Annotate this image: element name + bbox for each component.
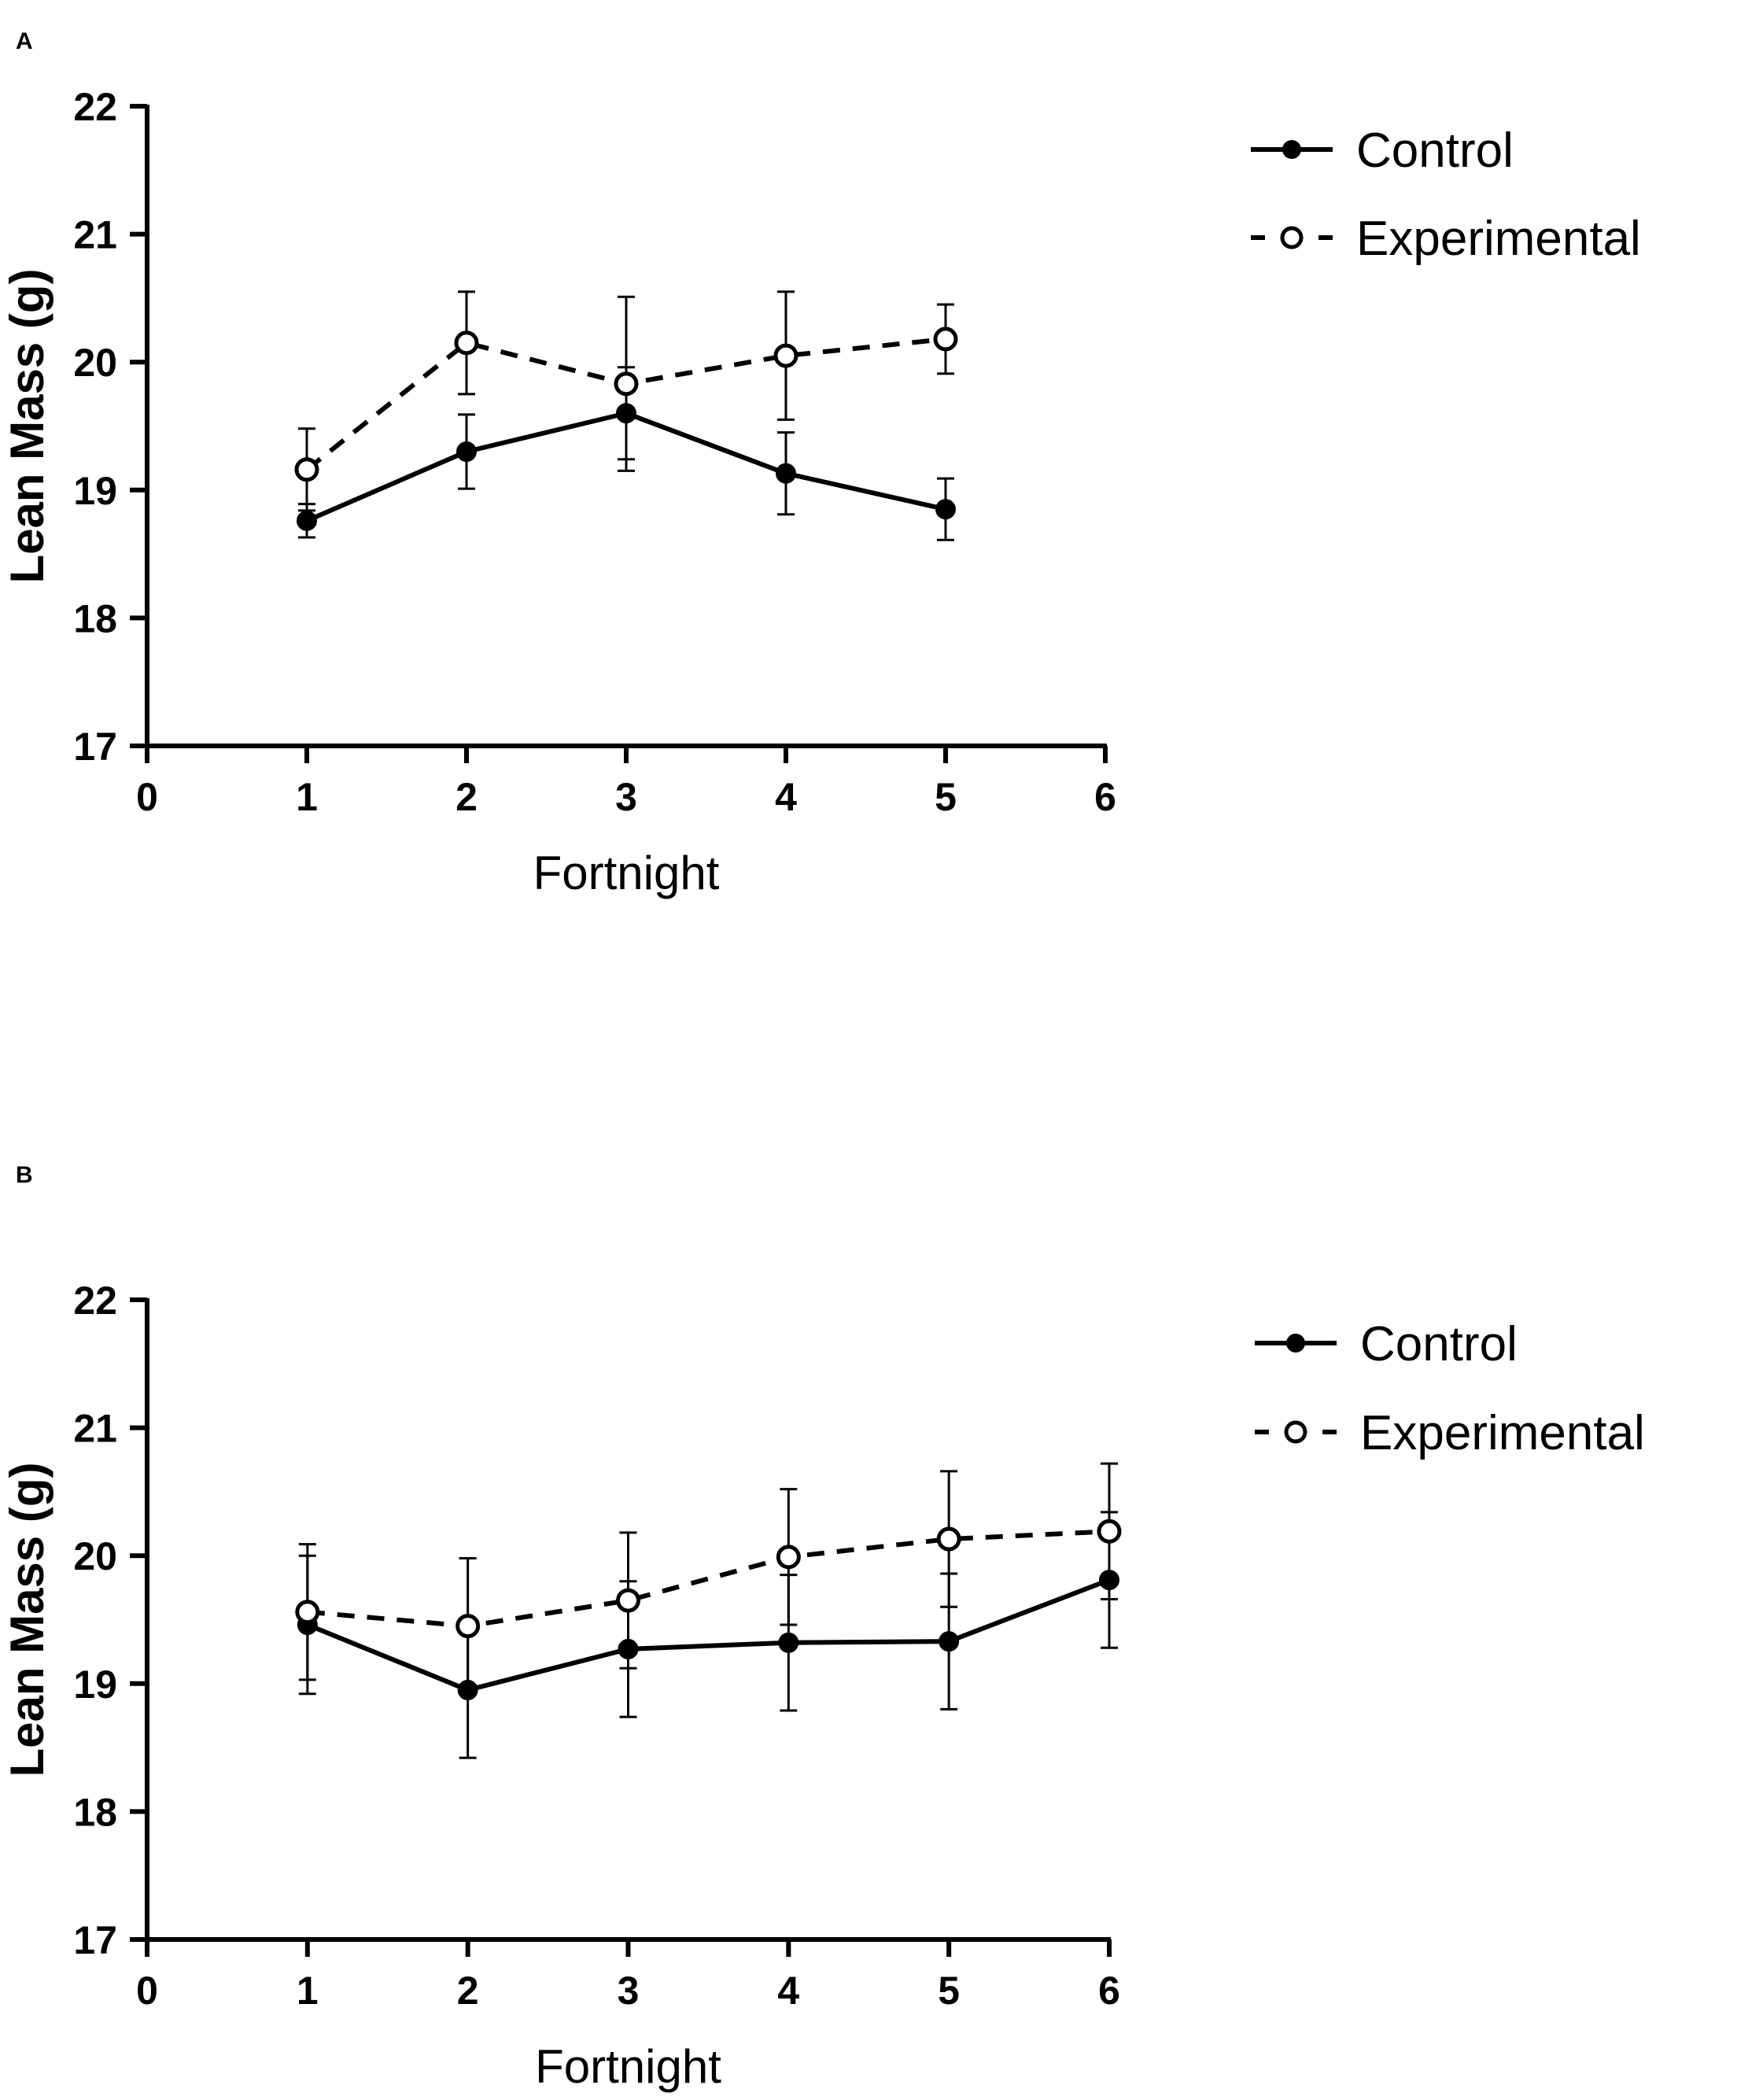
legend-marker-open-circle: [1280, 226, 1304, 249]
series-line-experimental: [307, 1529, 1110, 1629]
y-axis-title: Lean Mass (g): [1, 1462, 53, 1777]
data-point-control: [297, 510, 317, 531]
chart-panel-a: A 0 1 2 3 4 5 6 17 18 19 20 21 22 Fortnight Lean Mass (…: [1, 28, 1641, 899]
data-point-experimental: [294, 457, 319, 482]
x-tick-label: 0: [136, 1969, 158, 2013]
data-point-experimental: [614, 371, 639, 397]
legend-item-experimental: Experimental: [1255, 1406, 1645, 1460]
y-tick-label: 21: [73, 213, 117, 257]
data-point-experimental: [773, 343, 798, 368]
data-point-experimental: [936, 1526, 961, 1552]
data-point-control: [939, 1631, 960, 1652]
legend-label-experimental: Experimental: [1356, 212, 1641, 266]
legend-item-control: Control: [1251, 124, 1514, 178]
data-point-experimental: [454, 330, 479, 356]
chart-panel-b: B 0 1 2 3 4 5 6 17 18 19 20 21 22 Fortnight Lean Mass (…: [1, 1162, 1645, 2093]
x-tick-label: 2: [457, 1969, 479, 2013]
series-experimental: [295, 1462, 1122, 1696]
x-tick-label: 1: [296, 775, 318, 819]
legend-item-experimental: Experimental: [1251, 212, 1641, 266]
legend-label-control: Control: [1360, 1317, 1518, 1371]
x-axis-title: Fortnight: [535, 2040, 721, 2093]
y-tick-label: 20: [73, 1534, 117, 1578]
y-tick-label: 17: [73, 725, 117, 769]
data-point-experimental: [933, 327, 958, 352]
data-point-experimental: [295, 1600, 320, 1625]
x-tick-label: 3: [618, 1969, 640, 2013]
legend-item-control: Control: [1255, 1317, 1518, 1371]
x-tick-label: 5: [935, 775, 957, 819]
legend-label-experimental: Experimental: [1360, 1406, 1645, 1460]
y-tick-label: 19: [73, 469, 117, 513]
legend-marker-open-circle: [1284, 1420, 1307, 1444]
y-tick-label: 22: [73, 1279, 117, 1323]
y-tick-label: 20: [73, 341, 117, 385]
data-point-control: [935, 499, 956, 520]
x-tick-label: 1: [297, 1969, 319, 2013]
data-point-experimental: [455, 1614, 481, 1639]
series-experimental: [294, 290, 958, 512]
y-tick-label: 17: [73, 1918, 117, 1962]
y-tick-label: 21: [73, 1407, 117, 1451]
y-tick-label: 19: [73, 1663, 117, 1707]
x-tick-label: 3: [615, 775, 637, 819]
y-tick-label: 18: [73, 1790, 117, 1834]
x-tick-label: 0: [136, 775, 158, 819]
x-tick-label: 6: [1098, 1969, 1120, 2013]
x-tick-label: 4: [777, 1969, 799, 2013]
x-tick-label: 5: [938, 1969, 960, 2013]
legend-marker-filled-circle: [1282, 140, 1301, 159]
series-control: [297, 1511, 1119, 1759]
data-point-control: [456, 441, 477, 463]
data-point-control: [776, 463, 796, 484]
series-line-control: [306, 1578, 1111, 1692]
x-tick-label: 4: [775, 775, 797, 819]
data-point-experimental: [776, 1545, 801, 1570]
data-point-control: [778, 1632, 799, 1653]
x-tick-label: 6: [1094, 775, 1116, 819]
data-point-experimental: [1097, 1519, 1122, 1544]
x-tick-label: 2: [455, 775, 478, 819]
data-point-experimental: [616, 1588, 640, 1613]
y-tick-label: 18: [73, 596, 117, 640]
legend-marker-filled-circle: [1286, 1334, 1305, 1353]
panel-label: A: [16, 28, 33, 54]
legend-label-control: Control: [1356, 124, 1514, 178]
x-axis-title: Fortnight: [533, 847, 720, 899]
y-axis-title: Lean Mass (g): [1, 268, 53, 583]
panel-label: B: [16, 1162, 33, 1188]
y-tick-label: 22: [73, 85, 117, 129]
